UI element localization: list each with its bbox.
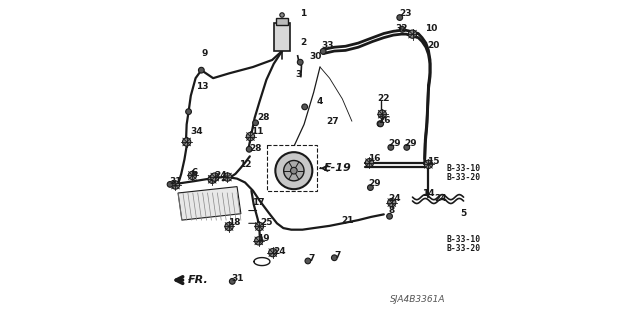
Circle shape — [378, 121, 383, 127]
Polygon shape — [178, 187, 241, 220]
Text: 4: 4 — [316, 97, 323, 106]
Text: 19: 19 — [257, 234, 269, 243]
Text: 5: 5 — [460, 209, 467, 218]
Text: 16: 16 — [368, 154, 380, 163]
Circle shape — [399, 26, 405, 32]
Circle shape — [404, 145, 410, 150]
Circle shape — [223, 173, 232, 181]
Circle shape — [377, 121, 383, 127]
Text: 28: 28 — [249, 144, 262, 153]
Text: 33: 33 — [321, 41, 334, 50]
Circle shape — [367, 185, 373, 190]
Text: 31: 31 — [170, 177, 182, 186]
Circle shape — [280, 13, 284, 17]
Text: SJA4B3361A: SJA4B3361A — [390, 295, 445, 304]
Text: E-19: E-19 — [324, 163, 351, 173]
Text: 24: 24 — [388, 194, 401, 203]
Circle shape — [408, 30, 417, 38]
Text: 6: 6 — [192, 168, 198, 177]
Text: 30: 30 — [310, 52, 322, 61]
Circle shape — [172, 181, 180, 189]
Text: 29: 29 — [368, 179, 380, 188]
Text: 29: 29 — [388, 139, 401, 148]
Circle shape — [182, 138, 191, 146]
Circle shape — [255, 222, 264, 231]
Circle shape — [246, 146, 252, 152]
Text: 11: 11 — [251, 127, 263, 136]
Circle shape — [332, 255, 337, 261]
Circle shape — [387, 213, 392, 219]
Text: 8: 8 — [388, 206, 395, 215]
Circle shape — [291, 167, 297, 174]
Bar — [268, 145, 317, 191]
Text: Diagram: Diagram — [188, 279, 194, 280]
Text: 21: 21 — [341, 216, 354, 225]
Circle shape — [305, 258, 311, 264]
Text: 7: 7 — [308, 254, 314, 263]
Circle shape — [167, 182, 173, 187]
Text: 3: 3 — [295, 70, 301, 78]
Text: 26: 26 — [378, 116, 391, 125]
Circle shape — [253, 120, 259, 126]
Text: 24: 24 — [273, 247, 285, 256]
Text: B-33-10: B-33-10 — [447, 164, 481, 173]
Circle shape — [388, 198, 396, 207]
Text: 1: 1 — [300, 9, 307, 18]
Circle shape — [302, 104, 308, 110]
Text: 22: 22 — [378, 94, 390, 103]
Circle shape — [229, 278, 235, 284]
Text: 20: 20 — [427, 41, 440, 50]
Circle shape — [284, 160, 304, 181]
Circle shape — [211, 173, 219, 181]
Circle shape — [298, 59, 303, 65]
Circle shape — [255, 237, 263, 245]
Text: 34: 34 — [190, 127, 203, 136]
Circle shape — [186, 109, 191, 115]
Text: 29: 29 — [404, 139, 417, 148]
Text: 14: 14 — [422, 189, 435, 198]
Text: 9: 9 — [202, 49, 209, 58]
Circle shape — [188, 171, 196, 180]
Circle shape — [365, 159, 374, 167]
Text: 10: 10 — [425, 24, 438, 33]
Circle shape — [378, 110, 387, 118]
Circle shape — [424, 160, 433, 168]
Text: 13: 13 — [196, 82, 208, 91]
Circle shape — [320, 48, 326, 54]
Circle shape — [198, 67, 204, 73]
Text: 31: 31 — [232, 274, 244, 283]
Text: 12: 12 — [239, 160, 252, 169]
Bar — [275, 23, 290, 51]
Circle shape — [269, 249, 277, 257]
Text: B-33-20: B-33-20 — [447, 244, 481, 253]
Text: 27: 27 — [326, 117, 339, 126]
Text: 17: 17 — [252, 198, 265, 207]
Text: B-33-10: B-33-10 — [447, 235, 481, 244]
Text: 25: 25 — [260, 218, 273, 226]
Text: 7: 7 — [334, 251, 340, 260]
Circle shape — [388, 145, 394, 150]
Text: 18: 18 — [228, 218, 241, 226]
Text: 24: 24 — [214, 171, 227, 180]
Circle shape — [275, 152, 312, 189]
Circle shape — [225, 222, 233, 231]
Text: 2: 2 — [300, 38, 307, 47]
Circle shape — [397, 15, 403, 20]
Text: 23: 23 — [399, 9, 412, 18]
Text: B-33-20: B-33-20 — [447, 173, 481, 182]
Circle shape — [208, 175, 216, 183]
Text: 24: 24 — [434, 194, 447, 203]
Text: 28: 28 — [257, 113, 269, 122]
Text: FR.: FR. — [188, 275, 209, 285]
Bar — [276, 18, 289, 25]
Text: 15: 15 — [427, 157, 440, 166]
Text: 32: 32 — [396, 24, 408, 33]
Circle shape — [246, 132, 255, 141]
